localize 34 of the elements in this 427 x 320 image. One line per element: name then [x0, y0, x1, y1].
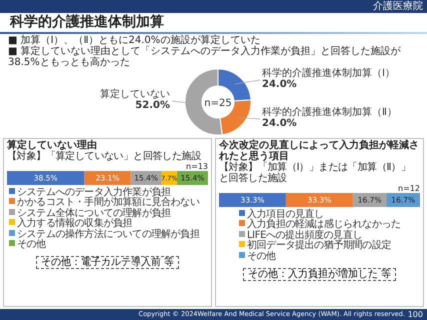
- text: ■ 加算（Ⅰ）、（Ⅱ）ともに24.0%の施設が算定していた: [8, 35, 260, 46]
- legend-label: 入力する情報の収集が負担: [17, 218, 132, 230]
- chart-title: 科学的介護推進体制加算: [10, 14, 164, 31]
- data-label: 52.0%: [135, 100, 170, 111]
- slice-label: 科学的介護推進体制加算（Ⅱ）: [262, 106, 397, 118]
- annotation: n=13: [185, 162, 208, 171]
- data-label: 24.0%: [262, 79, 297, 90]
- chart-title: 今次改定の見直しによって入力負担が軽減されたと思う項目: [219, 140, 420, 162]
- legend-label: システム全体についての理解が負担: [17, 208, 171, 219]
- bar: [7, 171, 84, 185]
- text: その他：電子カルテ導入前 等: [36, 256, 180, 270]
- legend-label: かかるコスト・手間が加算額に見合わない: [17, 197, 200, 208]
- data-label: 24.0%: [262, 118, 297, 129]
- chart-subtitle: 【対象】「加算（Ⅰ）」または「加算（Ⅱ）」と回答した施設: [219, 162, 412, 184]
- chart-subtitle: 【対象】「算定していない」と回答した施設: [7, 151, 202, 162]
- legend-label: 初回データ提出の猶予期間の設定: [247, 240, 392, 252]
- legend-label: LIFEへの提出頻度の見直し: [247, 230, 362, 241]
- text: n=25: [204, 98, 232, 109]
- legend-label: その他: [17, 239, 46, 250]
- text: 介護医療院: [373, 0, 423, 13]
- legend-label: システムへのデータ入力作業が負担: [17, 187, 171, 198]
- legend-label: システムの操作方法についての理解が負担: [17, 228, 200, 240]
- annotation: n=12: [397, 184, 420, 193]
- chart-title: 算定していない理由: [7, 140, 98, 151]
- text: 100: [408, 309, 423, 320]
- bar: [219, 193, 286, 207]
- legend-label: 入力項目の見直し: [247, 209, 324, 220]
- slice-label: 算定していない: [100, 88, 170, 100]
- slice-label: 科学的介護推進体制加算（Ⅰ）: [262, 67, 395, 79]
- text: ■ 算定していない理由として「システムへのデータ入力作業が負担」と回答した施設が38.5%ともっとも高かった: [8, 46, 402, 68]
- legend-label: 入力負担の軽減は感じられなかった: [247, 219, 401, 230]
- text: その他：入力負担が増加した 等: [242, 268, 396, 282]
- bar: [286, 193, 353, 207]
- legend-label: その他: [247, 250, 276, 262]
